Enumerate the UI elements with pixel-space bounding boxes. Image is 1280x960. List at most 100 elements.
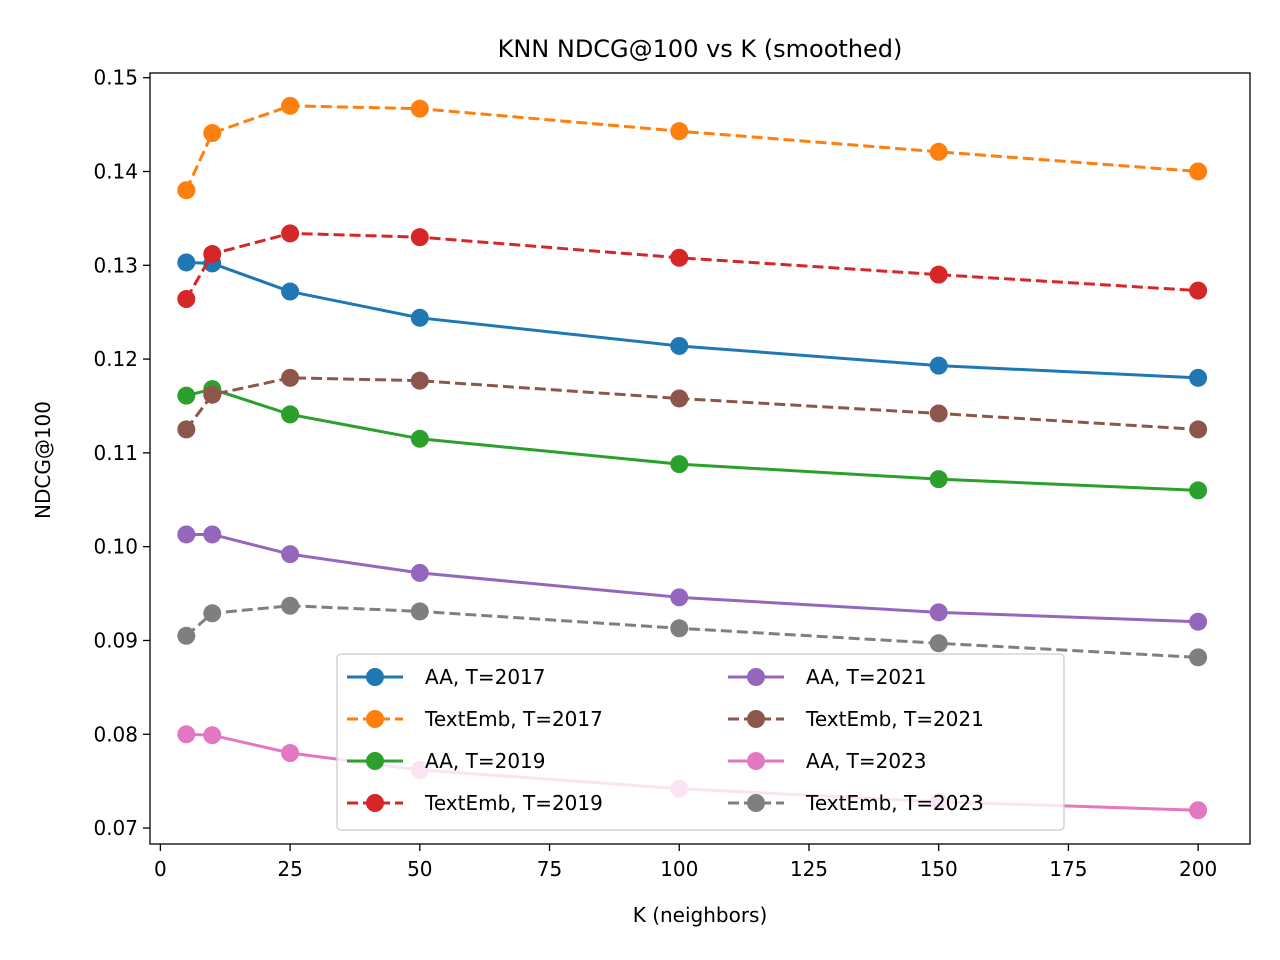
legend-label: TextEmb, T=2023 — [805, 791, 984, 815]
y-tick-label: 0.10 — [93, 535, 138, 559]
legend-marker — [747, 794, 765, 812]
data-point — [410, 228, 429, 247]
plot-frame — [149, 72, 1251, 845]
data-point — [410, 602, 429, 621]
legend-marker — [366, 752, 384, 770]
data-point — [177, 181, 196, 200]
data-point — [410, 99, 429, 118]
data-point — [929, 265, 948, 284]
y-tick-label: 0.11 — [93, 441, 138, 465]
data-point — [929, 404, 948, 423]
data-point — [670, 389, 689, 408]
data-point — [203, 604, 222, 623]
data-point — [281, 596, 300, 615]
legend-label: AA, T=2019 — [425, 749, 546, 773]
data-point — [929, 634, 948, 653]
data-point — [1189, 481, 1208, 500]
legend-entry: TextEmb, T=2021 — [728, 707, 984, 731]
data-point — [670, 455, 689, 474]
legend-label: AA, T=2017 — [425, 665, 546, 689]
legend-marker — [747, 668, 765, 686]
data-point — [203, 525, 222, 544]
plot-layer: 0 25 50 75 100 125 150 175 200 0.07 0.08 0.09 0.10 0.… — [93, 66, 1251, 881]
data-point — [410, 371, 429, 390]
data-point — [670, 248, 689, 267]
data-point — [929, 142, 948, 161]
legend-entry: TextEmb, T=2023 — [728, 791, 984, 815]
series-4 — [177, 525, 1208, 631]
data-point — [929, 470, 948, 489]
y-tick-label: 0.14 — [93, 159, 138, 183]
data-point — [281, 224, 300, 243]
data-point — [203, 385, 222, 404]
data-point — [281, 96, 300, 115]
legend-entry: TextEmb, T=2019 — [347, 791, 603, 815]
x-tick-label: 0 — [154, 857, 167, 881]
x-tick-label: 175 — [1049, 857, 1087, 881]
data-point — [281, 744, 300, 763]
legend-marker — [366, 668, 384, 686]
data-point — [177, 386, 196, 405]
data-point — [177, 290, 196, 309]
data-point — [281, 282, 300, 301]
legend-marker — [747, 710, 765, 728]
data-point — [177, 253, 196, 272]
series-3 — [177, 224, 1208, 309]
data-point — [410, 563, 429, 582]
legend-marker — [366, 710, 384, 728]
data-point — [177, 420, 196, 439]
y-tick-label: 0.13 — [93, 253, 138, 277]
legend: AA, T=2017 TextEmb, T=2017 AA, T=2019 TextE… — [336, 653, 1065, 831]
data-point — [1189, 612, 1208, 631]
legend-box — [336, 653, 1065, 831]
x-tick-label: 125 — [790, 857, 828, 881]
data-point — [410, 429, 429, 448]
data-point — [929, 356, 948, 375]
y-tick-label: 0.12 — [93, 347, 138, 371]
data-point — [177, 626, 196, 645]
legend-entry: TextEmb, T=2017 — [347, 707, 603, 731]
data-point — [670, 619, 689, 638]
x-tick-label: 50 — [407, 857, 432, 881]
data-point — [670, 336, 689, 355]
y-tick-label: 0.15 — [93, 66, 138, 90]
x-tick-label: 25 — [277, 857, 302, 881]
legend-label: AA, T=2023 — [806, 749, 927, 773]
data-point — [1189, 281, 1208, 300]
legend-label: TextEmb, T=2021 — [805, 707, 984, 731]
data-point — [929, 603, 948, 622]
data-point — [281, 405, 300, 424]
data-point — [670, 588, 689, 607]
x-tick-label: 150 — [920, 857, 958, 881]
data-point — [203, 245, 222, 264]
x-tick-label: 75 — [537, 857, 562, 881]
data-point — [410, 308, 429, 327]
data-point — [203, 726, 222, 745]
data-point — [1189, 420, 1208, 439]
legend-entry: AA, T=2021 — [728, 665, 927, 689]
data-point — [1189, 801, 1208, 820]
legend-entry: AA, T=2019 — [347, 749, 546, 773]
legend-marker — [747, 752, 765, 770]
chart-title: KNN NDCG@100 vs K (smoothed) — [498, 35, 903, 63]
x-tick-label: 100 — [660, 857, 698, 881]
y-tick-label: 0.08 — [93, 722, 138, 746]
series-7 — [177, 596, 1208, 667]
data-point — [281, 545, 300, 564]
data-point — [1189, 162, 1208, 181]
legend-entry: AA, T=2017 — [347, 665, 546, 689]
legend-label: TextEmb, T=2019 — [424, 791, 603, 815]
x-axis-label: K (neighbors) — [633, 903, 768, 927]
x-tick-label: 200 — [1179, 857, 1217, 881]
y-tick-label: 0.09 — [93, 628, 138, 652]
series-1 — [177, 96, 1208, 200]
data-point — [1189, 648, 1208, 667]
y-axis-label: NDCG@100 — [31, 401, 55, 519]
data-point — [281, 368, 300, 387]
legend-marker — [366, 794, 384, 812]
y-tick-label: 0.07 — [93, 816, 138, 840]
legend-label: TextEmb, T=2017 — [424, 707, 603, 731]
data-point — [1189, 368, 1208, 387]
